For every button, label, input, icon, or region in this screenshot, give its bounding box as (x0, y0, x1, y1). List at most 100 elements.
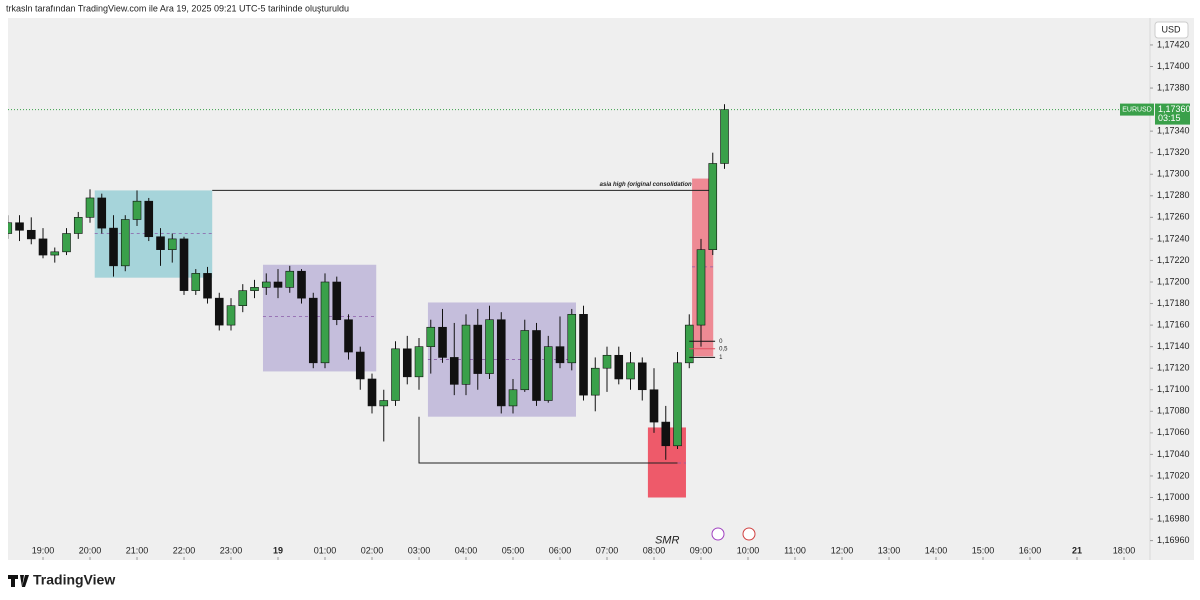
x-tick-label: 05:00 (502, 545, 525, 555)
x-tick-label: 19:00 (32, 545, 55, 555)
candle-body (320, 281, 330, 364)
y-tick-label: 1,17420 (1157, 39, 1190, 49)
asia-high-label: asia high (original consolidation (600, 182, 692, 188)
x-tick-label: 12:00 (831, 545, 854, 555)
plot-area (8, 18, 1150, 560)
candle-body (8, 222, 13, 234)
brand: TradingView (33, 572, 115, 588)
candle-body (684, 324, 694, 364)
y-tick-label: 1,17400 (1157, 61, 1190, 71)
candle-body (543, 346, 553, 401)
candle-body (191, 273, 201, 291)
y-tick-label: 1,16960 (1157, 535, 1190, 545)
x-tick-label: 11:00 (784, 545, 806, 555)
candle-body (226, 305, 236, 326)
caption: trkasln tarafından TradingView.com ile A… (6, 3, 349, 13)
candle-body (261, 281, 271, 288)
candle-body (461, 324, 471, 385)
countdown: 03:15 (1158, 113, 1181, 123)
symbol: EURUSD (1122, 106, 1152, 113)
candle-body (156, 236, 165, 250)
candle-body (250, 287, 259, 291)
x-tick-label: 23:00 (220, 545, 243, 555)
candle-body (555, 346, 565, 364)
candle-body (649, 389, 659, 423)
candle-body (626, 362, 635, 380)
y-tick-label: 1,17200 (1157, 276, 1190, 286)
candle-body (637, 362, 647, 391)
x-tick-label: 09:00 (690, 545, 713, 555)
y-tick-label: 1,17060 (1157, 427, 1190, 437)
y-tick-label: 1,17220 (1157, 255, 1190, 265)
x-tick-label: 08:00 (643, 545, 666, 555)
candle-body (38, 238, 48, 256)
candle-body (708, 163, 718, 250)
candle-body (590, 367, 600, 396)
candle-body (438, 326, 447, 358)
candle-body (15, 222, 24, 231)
candle-body (73, 217, 83, 234)
candle-body (661, 421, 671, 447)
candle-body (579, 314, 588, 396)
candle-body (97, 197, 107, 229)
candle-body (379, 400, 389, 407)
candle-body (696, 249, 706, 326)
currency[interactable]: USD (1161, 24, 1181, 34)
candle-body (508, 389, 518, 407)
candle-body (273, 281, 283, 288)
candle-body (50, 251, 60, 256)
x-tick-label: 15:00 (972, 545, 995, 555)
y-tick-label: 1,17340 (1157, 126, 1190, 136)
candle-body (120, 219, 130, 267)
x-tick-label: 14:00 (925, 545, 948, 555)
y-tick-label: 1,17080 (1157, 406, 1190, 416)
candle-body (414, 346, 424, 378)
candle-body (214, 297, 224, 326)
x-tick-label: 07:00 (596, 545, 619, 555)
candle-body (485, 319, 494, 374)
y-tick-label: 1,17320 (1157, 147, 1190, 157)
y-tick-label: 1,17100 (1157, 384, 1190, 394)
sweep-low-line (418, 416, 678, 464)
fib-label: 0,5 (719, 346, 728, 352)
x-tick-label: 04:00 (455, 545, 478, 555)
candle-body (567, 314, 577, 364)
candle-body (367, 378, 377, 407)
x-tick-label: 20:00 (79, 545, 102, 555)
candle-body (426, 326, 436, 347)
candle-body (496, 319, 506, 407)
currency-button[interactable] (1154, 21, 1189, 39)
candle-body (62, 233, 71, 253)
candle-body (203, 273, 212, 299)
logo-mark (8, 575, 29, 587)
x-tick-label: 02:00 (361, 545, 384, 555)
smr-label: SMR (655, 535, 680, 547)
logo: TradingView (8, 572, 115, 588)
candle-body (285, 270, 295, 288)
x-tick-label: 22:00 (173, 545, 196, 555)
candle-body (297, 270, 306, 299)
y-tick-label: 1,17040 (1157, 449, 1190, 459)
y-tick-label: 1,17240 (1157, 233, 1190, 243)
candle-body (308, 297, 318, 364)
last-price: 1,17360 (1158, 104, 1191, 114)
y-tick-label: 1,17020 (1157, 470, 1190, 480)
candle-body (720, 109, 729, 164)
x-tick-label: 06:00 (549, 545, 572, 555)
candle-body (473, 324, 483, 374)
candle-body (602, 354, 612, 369)
y-tick-label: 1,16980 (1157, 513, 1190, 523)
event-icon (742, 527, 756, 541)
x-tick-label: 21:00 (126, 545, 149, 555)
event-icon (711, 527, 725, 541)
candle-body (614, 354, 624, 380)
y-tick-label: 1,17160 (1157, 319, 1190, 329)
candle-body (144, 200, 154, 238)
x-tick-label: 21 (1072, 545, 1082, 555)
y-tick-label: 1,17280 (1157, 190, 1190, 200)
x-tick-label: 16:00 (1019, 545, 1042, 555)
candle-body (238, 290, 248, 307)
candle-body (167, 238, 177, 250)
